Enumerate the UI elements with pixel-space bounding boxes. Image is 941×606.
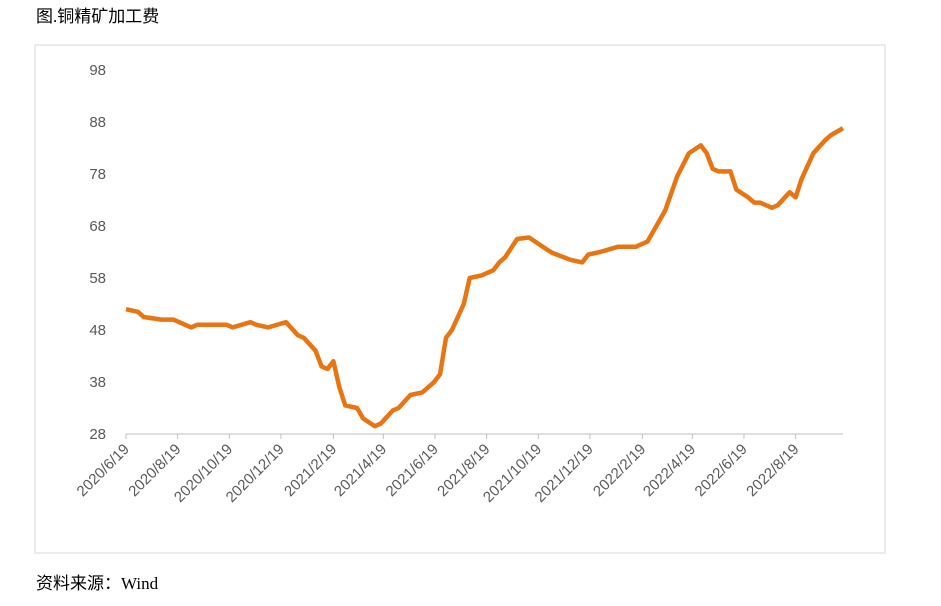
y-tick-label: 78 [89,166,106,183]
x-tick-label: 2022/8/19 [743,441,802,500]
x-tick-label: 2020/6/19 [74,441,133,500]
data-line [125,126,845,429]
y-tick-label: 48 [89,322,106,339]
x-tick-label: 2022/4/19 [640,441,699,500]
y-tick-label: 38 [89,374,106,391]
source-note: 资料来源：Wind [36,574,159,593]
x-tick-label: 2022/6/19 [692,441,751,500]
x-tick-label: 2021/6/19 [383,441,442,500]
x-tick-label: 2021/4/19 [331,441,390,500]
chart-title: 图.铜精矿加工费 [36,7,159,26]
y-tick-label: 58 [89,270,106,287]
y-tick-label: 68 [89,218,106,235]
x-tick-label: 2021/2/19 [281,441,340,500]
y-tick-label: 88 [89,114,106,131]
y-tick-label: 28 [89,426,106,443]
x-tick-label: 2022/2/19 [590,441,649,500]
chart-frame [34,44,886,554]
y-tick-label: 98 [89,62,106,79]
